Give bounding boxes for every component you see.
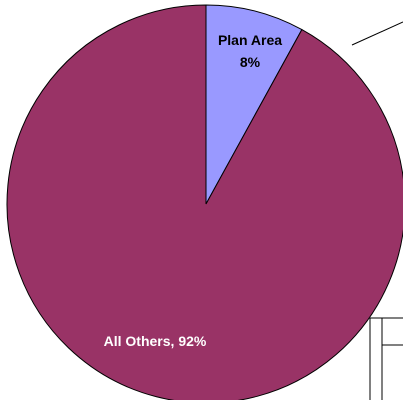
slice-label-plan-area-name: Plan Area <box>218 32 282 48</box>
pie-slice-plan-area <box>205 4 303 205</box>
leader-line <box>351 21 403 46</box>
slice-label-all-others: All Others, 92% <box>104 333 207 349</box>
legend-frame-partial <box>369 317 403 400</box>
slice-label-plan-area-value: 8% <box>240 54 261 70</box>
pie-slices <box>6 4 403 400</box>
pie-slice-all-others <box>6 4 403 400</box>
